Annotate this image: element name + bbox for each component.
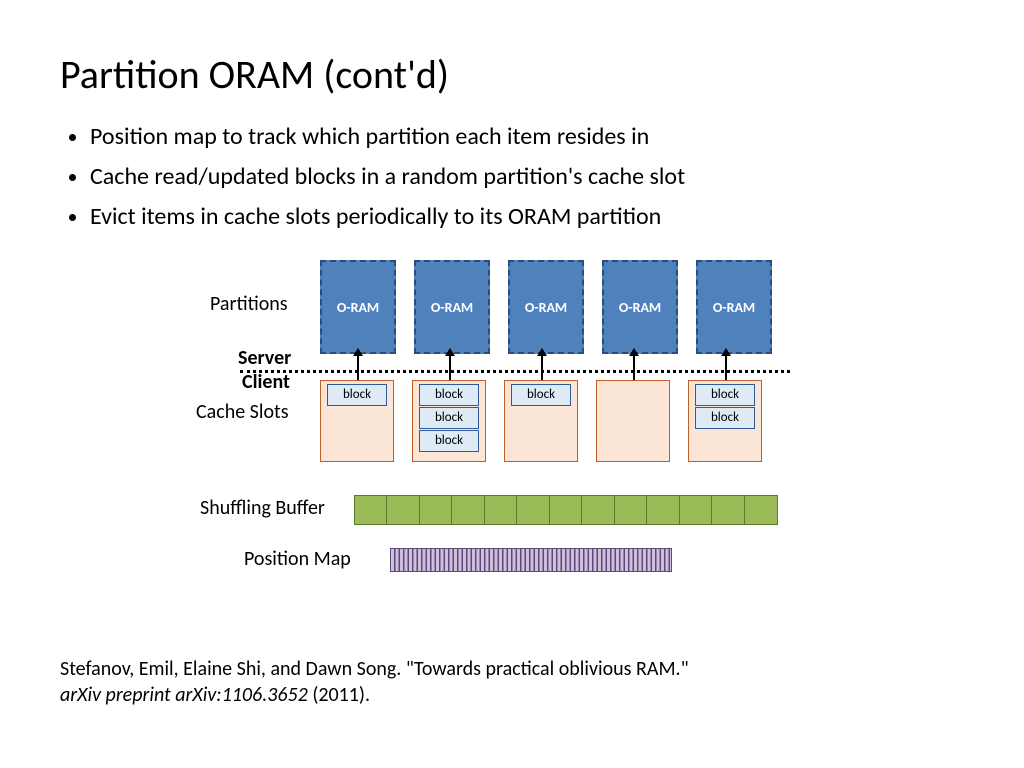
- cache-block: block: [419, 430, 479, 452]
- oram-partition: O-RAM: [508, 260, 584, 354]
- shuffle-cell: [614, 495, 648, 525]
- cache-slot: block block block: [412, 380, 486, 462]
- position-map: [390, 548, 672, 572]
- bullet-item: Cache read/updated blocks in a random pa…: [90, 159, 964, 195]
- slide-title: Partition ORAM (cont'd): [60, 50, 964, 99]
- client-label: Client: [242, 370, 290, 394]
- partitions-label: Partitions: [210, 292, 288, 316]
- shuffle-cell: [744, 495, 778, 525]
- shuffle-cell: [581, 495, 615, 525]
- cache-block: block: [695, 407, 755, 429]
- evict-arrow: [633, 354, 635, 380]
- oram-partition: O-RAM: [602, 260, 678, 354]
- cache-block: block: [695, 384, 755, 406]
- citation: Stefanov, Emil, Elaine Shi, and Dawn Son…: [60, 656, 964, 708]
- oram-partition: O-RAM: [320, 260, 396, 354]
- shuffle-cell: [484, 495, 518, 525]
- shuffle-cell: [646, 495, 680, 525]
- cache-slot: block block: [688, 380, 762, 462]
- partitions-row: O-RAM O-RAM O-RAM O-RAM O-RAM: [320, 260, 772, 354]
- shuffling-buffer: [355, 495, 778, 525]
- citation-authors: Stefanov, Emil, Elaine Shi, and Dawn Son…: [60, 657, 689, 681]
- evict-arrow: [449, 354, 451, 380]
- shuffle-cell: [516, 495, 550, 525]
- cache-slot: [596, 380, 670, 462]
- shuffle-cell: [711, 495, 745, 525]
- cache-slots-label: Cache Slots: [196, 400, 289, 424]
- shuffle-cell: [679, 495, 713, 525]
- cache-slot: block: [504, 380, 578, 462]
- cache-block: block: [511, 384, 571, 406]
- shuffle-cell: [549, 495, 583, 525]
- shuffling-buffer-label: Shuffling Buffer: [200, 496, 325, 520]
- cache-slot: block: [320, 380, 394, 462]
- bullet-item: Position map to track which partition ea…: [90, 119, 964, 155]
- evict-arrow: [357, 354, 359, 380]
- evict-arrow: [541, 354, 543, 380]
- cache-block: block: [327, 384, 387, 406]
- cache-block: block: [419, 407, 479, 429]
- shuffle-cell: [451, 495, 485, 525]
- shuffle-cell: [419, 495, 453, 525]
- cache-slots-row: block block block block block block bloc…: [320, 380, 762, 462]
- server-client-divider: [240, 370, 790, 373]
- evict-arrow: [725, 354, 727, 380]
- cache-block: block: [419, 384, 479, 406]
- shuffle-cell: [354, 495, 388, 525]
- bullet-item: Evict items in cache slots periodically …: [90, 199, 964, 235]
- shuffle-cell: [386, 495, 420, 525]
- position-map-label: Position Map: [244, 547, 351, 571]
- citation-year: (2011).: [308, 683, 370, 707]
- server-label: Server: [238, 346, 291, 370]
- citation-venue: arXiv preprint arXiv:1106.3652: [60, 683, 308, 707]
- bullet-list: Position map to track which partition ea…: [60, 119, 964, 235]
- oram-partition: O-RAM: [414, 260, 490, 354]
- oram-diagram: Partitions O-RAM O-RAM O-RAM O-RAM O-RAM…: [140, 260, 860, 600]
- oram-partition: O-RAM: [696, 260, 772, 354]
